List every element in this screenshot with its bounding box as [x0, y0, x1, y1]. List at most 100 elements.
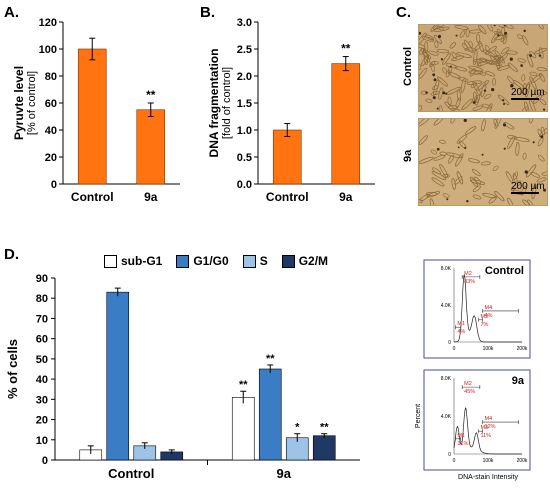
y-tick-label: 0 [42, 455, 48, 467]
cell-shape [480, 161, 491, 166]
histogram-curve [453, 407, 522, 455]
y-tick-label: 40 [45, 125, 57, 137]
legend-item-s: S [242, 254, 268, 268]
cell-shape [538, 91, 547, 96]
cell-shape [430, 149, 437, 155]
legend-item-g2-m: G2/M [281, 254, 328, 268]
cell-shape [536, 67, 547, 72]
cell-shape [461, 43, 469, 50]
cell-shape [459, 30, 466, 38]
cell-nucleus [446, 198, 449, 201]
cell-shape [419, 63, 422, 71]
cell-shape [504, 25, 514, 29]
cell-shape [447, 96, 452, 106]
cell-shape [493, 119, 498, 127]
cell-shape [449, 42, 456, 49]
scale-bar-label: 200 µm [511, 181, 545, 192]
cell-shape [433, 34, 443, 45]
significance-mark: ** [266, 353, 275, 365]
cell-shape [429, 61, 436, 67]
cell-shape [485, 103, 493, 111]
legend-label: G1/G0 [193, 254, 229, 268]
cell-shape [494, 119, 502, 129]
y-tick-label: 70 [36, 313, 48, 325]
cell-shape [419, 156, 434, 164]
micrograph-control: 200 µm [418, 24, 548, 112]
cell-nucleus [436, 147, 440, 151]
cell-shape [451, 51, 458, 60]
y-tick-label: 120 [39, 17, 57, 29]
legend-label: sub-G1 [121, 254, 163, 268]
cell-shape [470, 179, 486, 185]
micrograph-9a: 200 µm [418, 118, 548, 206]
histogram-control: 0 4.0K 8.0K 0 100k 200k Control M1 4% M2 83% M3 7% M4… [423, 259, 531, 359]
cell-shape [419, 193, 430, 202]
cell-nucleus [466, 199, 469, 203]
cell-nucleus [540, 135, 544, 139]
significance-mark: ** [320, 422, 329, 434]
bar-9a [136, 109, 166, 185]
cell-nucleus [442, 91, 446, 95]
cell-nucleus [432, 96, 436, 100]
y-axis-label: Pyruvte level [12, 66, 26, 140]
cell-shape [451, 55, 465, 61]
histogram-y-tick-label: 8.0K [441, 376, 452, 382]
cell-shape [484, 93, 492, 100]
cell-shape [539, 98, 547, 106]
cell-shape [419, 104, 423, 111]
histogram-x-tick-label: 0 [453, 346, 456, 352]
cell-nucleus [493, 25, 496, 27]
y-tick-label: 10 [36, 435, 48, 447]
cell-shape [507, 197, 514, 205]
cell-shape [497, 65, 511, 71]
cell-nucleus [538, 54, 542, 57]
cell-shape [451, 177, 456, 190]
cell-shape [476, 60, 490, 67]
significance-mark: * [295, 422, 300, 434]
panel-letter-c: C. [396, 4, 411, 21]
legend-item-g1-g0: G1/G0 [176, 254, 229, 268]
histogram-9a: 0 4.0K 8.0K 0 100k 200k 9a M1 31% M2 45% M3 11% M4 12%… [415, 369, 531, 481]
cell-shape [431, 171, 447, 181]
cell-shape [439, 139, 446, 144]
cell-shape [430, 25, 442, 32]
cell-shape [430, 90, 440, 96]
histogram-y-tick-label: 0 [448, 340, 451, 346]
cell-shape [453, 108, 461, 111]
cell-shape [507, 135, 516, 149]
cell-nucleus [455, 34, 458, 37]
cell-shape [468, 158, 480, 164]
x-tick-label: 9a [144, 190, 158, 204]
cell-nucleus [497, 34, 500, 37]
cell-nucleus [440, 58, 444, 61]
chart-b-dna-fragmentation: 0.0 0.5 1.0 1.5 2.0 2.5 3.0 Control ** 9a DNA frag… [207, 17, 375, 204]
cell-shape [456, 171, 464, 185]
cell-shape [511, 180, 522, 191]
histogram-y-tick-label: 8.0K [441, 266, 452, 272]
cell-nucleus [524, 170, 528, 174]
cell-nucleus [520, 64, 523, 67]
cell-shape [536, 177, 547, 183]
cell-nucleus [529, 54, 533, 57]
cell-nucleus [534, 186, 537, 189]
cell-shape [539, 72, 546, 82]
cell-nucleus [503, 147, 506, 150]
cell-nucleus [481, 153, 484, 156]
cell-nucleus [543, 188, 547, 192]
cell-shape [526, 53, 534, 68]
cell-shape [513, 171, 519, 180]
y-tick-label: 3.0 [237, 17, 252, 29]
cell-shape [432, 25, 448, 30]
cell-nucleus [449, 65, 452, 68]
histogram-x-tick-label: 200k [517, 346, 528, 352]
y-tick-label: 2.0 [237, 71, 252, 83]
panel-letter-d: D. [4, 246, 19, 263]
cell-nucleus [419, 31, 422, 35]
bar-g1-g0-9a [258, 368, 282, 461]
cell-shape [476, 80, 490, 91]
cell-shape [506, 135, 518, 140]
cell-shape [465, 126, 477, 135]
gate-name: M2 [464, 381, 472, 387]
cell-shape [433, 119, 444, 126]
cell-nucleus [425, 91, 428, 94]
